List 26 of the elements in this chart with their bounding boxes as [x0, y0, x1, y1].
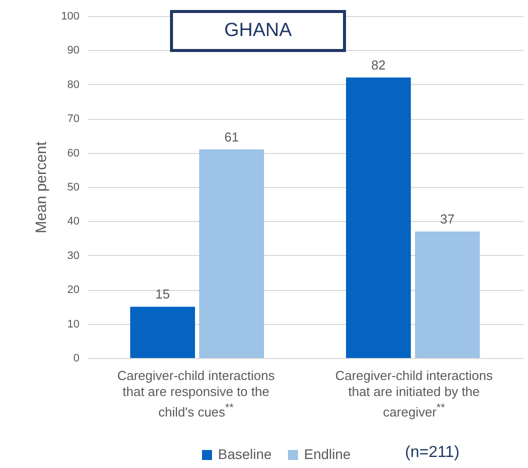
y-tick-label: 0	[73, 352, 80, 364]
data-label: 82	[371, 58, 386, 73]
x-tick-label: Caregiver-child interactions that are initiated by the caregiver$^{**}$	[334, 368, 494, 420]
legend-label: Endline	[304, 446, 351, 462]
y-tick-label: 40	[67, 216, 80, 228]
y-tick-label: 50	[67, 182, 80, 194]
y-tick-label: 100	[61, 10, 80, 22]
x-tick-label: Caregiver-child interactions that are responsive to the child's cues$^{**}$	[116, 368, 276, 420]
bar	[414, 231, 480, 358]
y-tick-label: 20	[67, 284, 80, 296]
bar	[130, 306, 196, 358]
y-tick-label: 80	[67, 78, 80, 91]
text: (n=211)	[405, 444, 460, 462]
legend-label: Baseline	[218, 446, 272, 462]
y-tick-label: 90	[67, 44, 80, 57]
bar	[346, 78, 411, 358]
y-tick-label: 30	[67, 250, 80, 262]
data-label: 15	[155, 286, 170, 302]
y-axis-title: Mean percent	[33, 140, 50, 234]
y-tick-label: 70	[67, 113, 80, 126]
data-label: 37	[440, 211, 455, 226]
data-label: 61	[224, 129, 239, 144]
title-box: GHANA	[170, 10, 346, 52]
bar	[199, 149, 264, 358]
y-tick-label: 60	[67, 147, 80, 160]
y-tick-label: 10	[67, 318, 80, 330]
